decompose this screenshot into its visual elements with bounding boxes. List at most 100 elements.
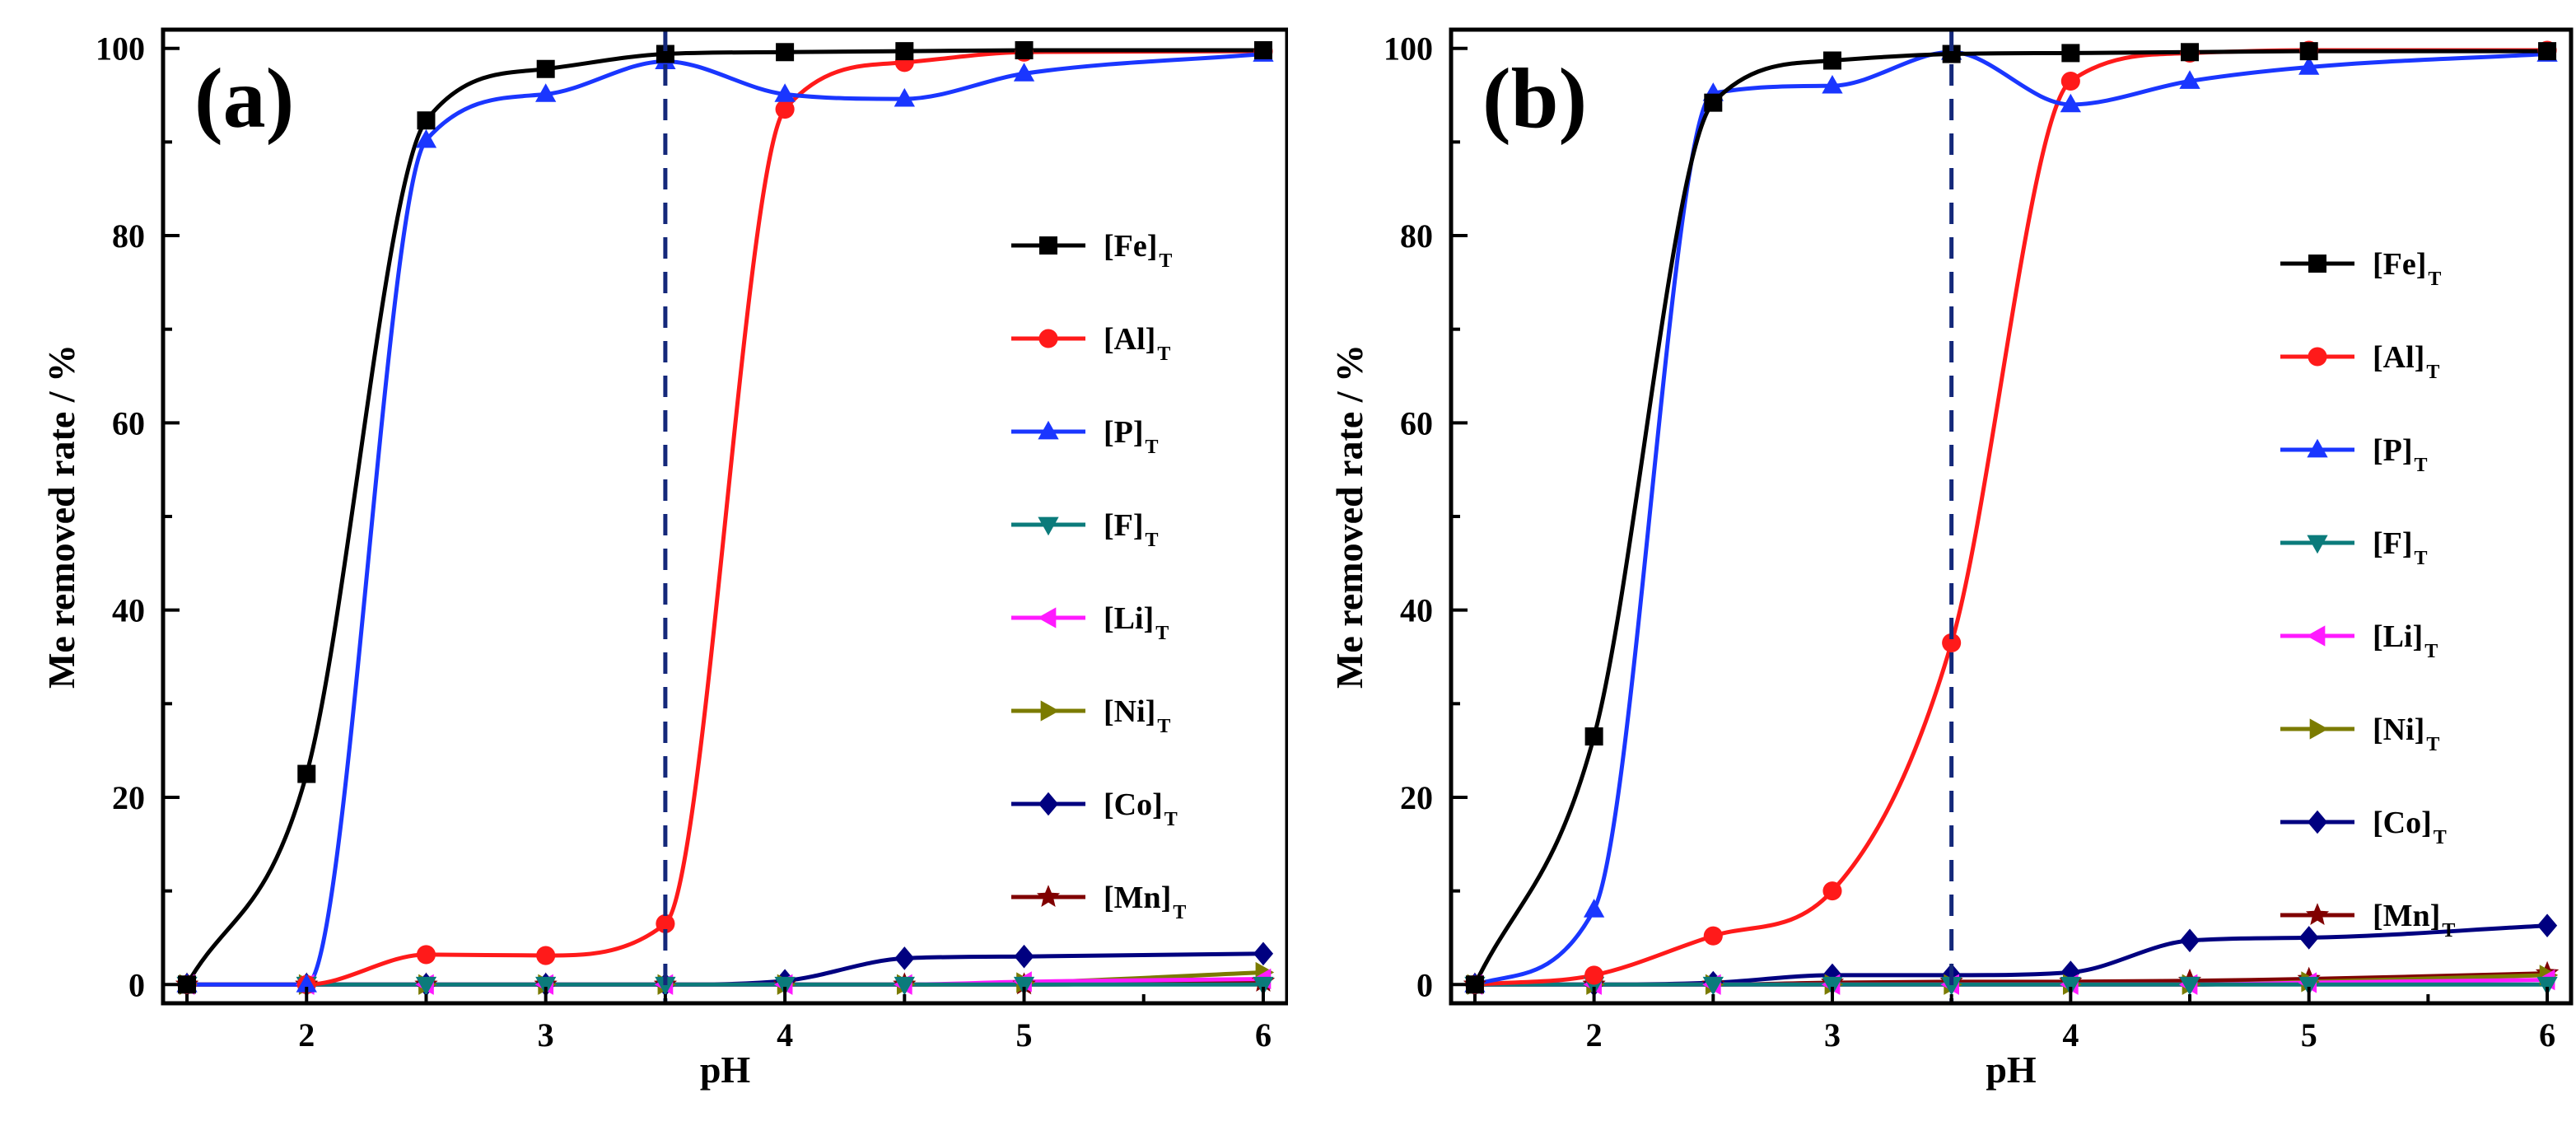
data-point-fe-5 xyxy=(776,43,795,62)
axes-frame xyxy=(1449,27,2574,1006)
legend-item-ni: [Ni] T xyxy=(2280,712,2439,755)
legend-item-co: [Co] T xyxy=(2280,806,2447,848)
data-point-fe-3 xyxy=(1822,51,1841,70)
data-point-fe-4 xyxy=(656,44,674,63)
data-point-co-6 xyxy=(894,946,915,970)
y-tick-label: 20 xyxy=(1400,779,1433,816)
legend-swatch-marker xyxy=(2306,625,2326,647)
legend-swatch-marker xyxy=(1038,792,1059,816)
legend-item-f: [F] T xyxy=(2280,526,2428,569)
legend: [Fe] T[Al] T[P] T[F] T[Li] T[Ni] T[Co] T[Mn] T xyxy=(1011,229,1186,923)
data-point-al-5 xyxy=(2060,71,2080,91)
data-point-al-4 xyxy=(656,913,675,933)
data-point-f-3 xyxy=(535,976,557,996)
y-tick-label: 60 xyxy=(1400,404,1433,442)
data-point-f-5 xyxy=(774,976,796,996)
legend-swatch-marker xyxy=(1037,607,1057,628)
data-point-p-7 xyxy=(2298,56,2320,75)
data-point-p-3 xyxy=(535,83,557,102)
legend-label-subscript: T xyxy=(1157,716,1170,737)
y-tick-label: 40 xyxy=(112,592,145,629)
legend-label-subscript: T xyxy=(2428,269,2441,290)
panel-label: (b) xyxy=(1482,51,1587,146)
legend-label: [Mn] xyxy=(1104,881,1171,915)
legend-swatch-marker xyxy=(2308,347,2327,367)
legend-swatch-marker xyxy=(1038,329,1058,348)
legend-label: [Al] xyxy=(1104,322,1155,357)
series-markers-fe xyxy=(178,41,1272,994)
y-tick-label: 60 xyxy=(112,404,145,442)
legend-item-p: [P] T xyxy=(2280,433,2428,476)
legend-label: [Al] xyxy=(2373,340,2424,375)
data-point-f-2 xyxy=(415,976,437,996)
data-point-p-3 xyxy=(1822,74,1843,94)
x-tick-label: 5 xyxy=(1016,1016,1033,1054)
data-point-al-2 xyxy=(416,945,436,965)
legend-label-subscript: T xyxy=(1146,530,1159,551)
data-point-p-2 xyxy=(415,128,437,148)
legend-label: [F] xyxy=(2373,526,2413,561)
data-point-p-1 xyxy=(296,974,317,993)
data-point-fe-0 xyxy=(178,975,197,994)
legend-item-ni: [Ni] T xyxy=(1011,694,1170,737)
y-tick-label: 80 xyxy=(1400,217,1433,255)
legend-item-mn: [Mn] T xyxy=(1011,881,1186,923)
y-axis-title: Me removed rate / % xyxy=(1328,344,1370,689)
series-markers-p xyxy=(1464,41,2558,993)
data-point-f-7 xyxy=(2298,976,2320,996)
x-tick-label: 2 xyxy=(1586,1016,1603,1054)
legend-item-f: [F] T xyxy=(1011,508,1159,551)
x-tick-label: 2 xyxy=(298,1016,315,1054)
legend-label: [Mn] xyxy=(2373,899,2440,933)
legend-swatch-marker xyxy=(2307,810,2328,834)
legend-item-mn: [Mn] T xyxy=(2280,899,2455,941)
legend-label: [Fe] xyxy=(2373,247,2426,282)
data-point-al-3 xyxy=(1822,881,1842,901)
legend-swatch-marker xyxy=(1039,236,1057,255)
legend-label-subscript: T xyxy=(2442,920,2455,941)
legend-label: [Fe] xyxy=(1104,229,1157,264)
series-line-p xyxy=(1472,49,2550,987)
legend-item-fe: [Fe] T xyxy=(1011,229,1172,272)
legend-item-co: [Co] T xyxy=(1011,787,1178,830)
plot-area xyxy=(1463,40,2560,997)
legend-swatch-marker xyxy=(2305,903,2330,925)
legend-swatch-marker xyxy=(1040,700,1060,722)
x-tick-label: 6 xyxy=(1255,1016,1272,1054)
legend-label: [P] xyxy=(1104,415,1144,450)
legend-label-subscript: T xyxy=(1173,902,1186,923)
x-axis-title: pH xyxy=(1986,1049,2037,1091)
legend-label-subscript: T xyxy=(2415,455,2428,476)
legend-label: [Co] xyxy=(1104,787,1163,822)
legend-label-subscript: T xyxy=(1155,623,1169,644)
data-point-f-5 xyxy=(2060,976,2081,996)
x-tick-label: 5 xyxy=(2301,1016,2317,1054)
legend-label-subscript: T xyxy=(2424,641,2438,662)
data-point-al-3 xyxy=(536,946,556,965)
data-point-p-5 xyxy=(774,83,796,102)
x-tick-label: 4 xyxy=(777,1016,793,1054)
data-point-fe-7 xyxy=(2299,42,2318,61)
legend-label: [Ni] xyxy=(2373,712,2424,747)
data-point-al-2 xyxy=(1703,926,1723,946)
series-line-fe xyxy=(184,48,1266,987)
legend-label: [Co] xyxy=(2373,806,2432,840)
legend-label: [P] xyxy=(2373,433,2413,468)
x-tick-label: 3 xyxy=(1824,1016,1841,1054)
legend: [Fe] T[Al] T[P] T[F] T[Li] T[Ni] T[Co] T[Mn] T xyxy=(2280,247,2455,941)
legend-label-subscript: T xyxy=(2426,362,2439,383)
y-tick-label: 20 xyxy=(112,779,145,816)
legend-item-p: [P] T xyxy=(1011,415,1159,458)
legend-label-subscript: T xyxy=(1164,809,1178,830)
legend-swatch-marker xyxy=(2307,438,2328,458)
legend-swatch-marker xyxy=(2309,718,2329,740)
data-point-fe-5 xyxy=(2061,44,2080,63)
legend-label: [F] xyxy=(1104,508,1144,543)
data-point-fe-1 xyxy=(1584,727,1603,746)
y-tick-label: 100 xyxy=(96,30,145,68)
series-line-al xyxy=(1472,48,2550,987)
legend-swatch-marker xyxy=(1036,885,1061,907)
data-point-p-1 xyxy=(1583,899,1605,918)
chart-panel-b: 2 3 4 5 6 0 20 40 60 80 100 pH Me removed rate / % (b… xyxy=(1288,0,2576,1140)
